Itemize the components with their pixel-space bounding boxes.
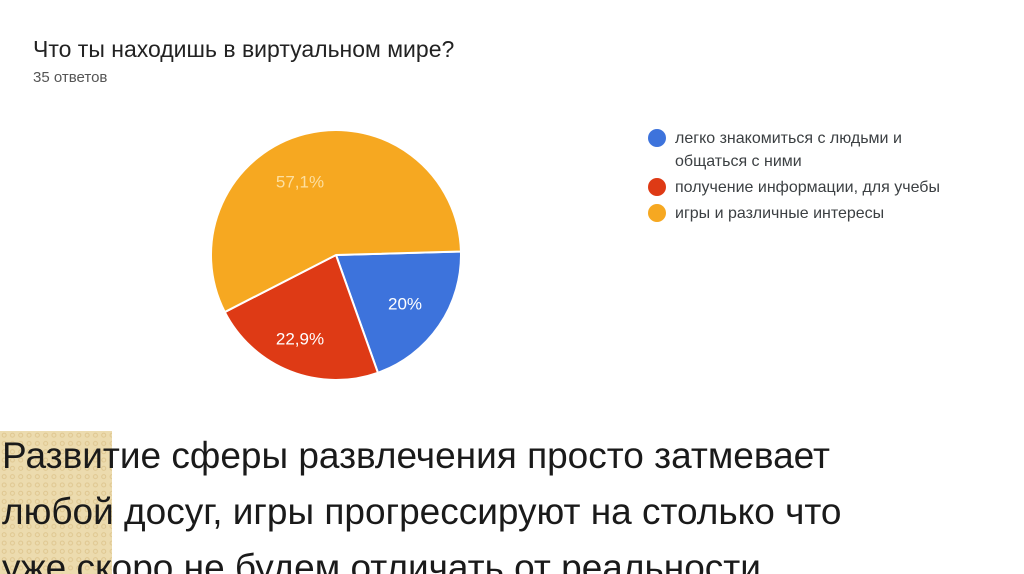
svg-text:22,9%: 22,9% [276,329,324,348]
svg-text:57,1%: 57,1% [276,172,324,191]
svg-text:20%: 20% [388,294,422,313]
